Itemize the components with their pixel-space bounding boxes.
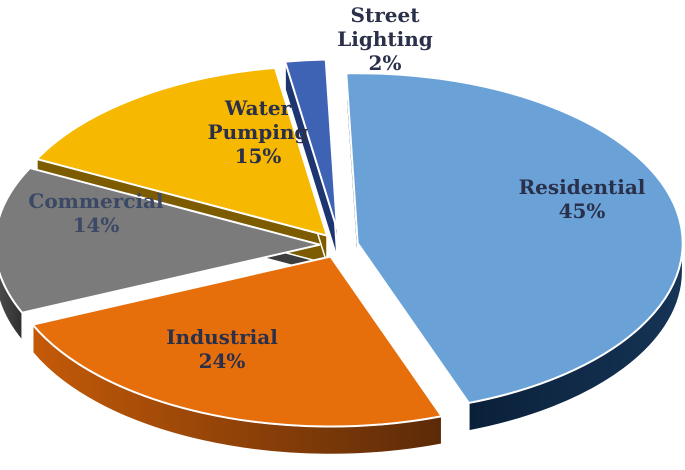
slice-label-street-lighting: Street Lighting 2% (337, 3, 433, 75)
pie-slice-water-pumping (35, 66, 329, 238)
slice-label-residential: Residential 45% (519, 175, 646, 223)
pie-slice-industrial (30, 255, 444, 428)
slice-label-industrial: Industrial 24% (166, 325, 278, 373)
pie-slice-residential (345, 72, 684, 405)
slice-label-water-pumping: Water Pumping 15% (208, 96, 309, 168)
slice-label-commercial: Commercial 14% (28, 189, 164, 237)
pie-slice-street-lighting (283, 58, 339, 230)
pie-slice-commercial (0, 166, 321, 314)
